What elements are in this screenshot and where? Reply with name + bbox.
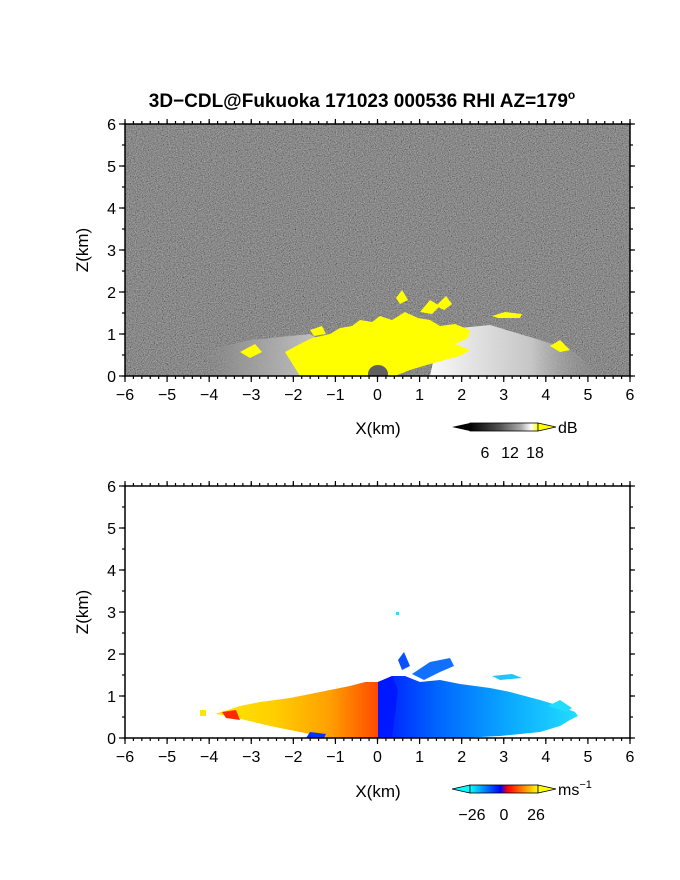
velocity-ytick-label: 0 — [107, 731, 116, 748]
velocity-ytick-label: 2 — [107, 647, 116, 664]
reflectivity-xlabel: X(km) — [355, 419, 400, 438]
echo-aloft-2 — [420, 300, 440, 314]
echo-aloft-3 — [436, 296, 452, 310]
reflectivity-xtick-label: 0 — [373, 387, 382, 404]
colorbar-tick-18: 18 — [526, 445, 544, 462]
reflectivity-xtick-label: −1 — [326, 387, 344, 404]
velocity-xlabel: X(km) — [355, 782, 400, 801]
velocity-unit-base: ms — [558, 782, 579, 799]
positive-velocity-blue-fringe — [306, 732, 326, 738]
colorbar-gradient — [469, 422, 539, 432]
colorbar-right-arrow — [537, 422, 557, 432]
positive-velocity-tail — [200, 710, 206, 716]
reflectivity-xtick-label: 3 — [499, 387, 508, 404]
velocity-xtick-label: 2 — [457, 749, 466, 766]
reflectivity-xtick-label: 4 — [541, 387, 550, 404]
reflectivity-ytick-label: 2 — [107, 285, 116, 302]
velocity-xtick-label: −6 — [116, 749, 134, 766]
velocity-xtick-label: 0 — [373, 749, 382, 766]
echo-aloft-5 — [550, 340, 570, 352]
reflectivity-ytick-label: 6 — [107, 117, 116, 134]
reflectivity-xtick-label: 6 — [626, 387, 635, 404]
strong-echo-patch — [240, 344, 262, 358]
positive-velocity-region — [215, 682, 378, 738]
colorbar-tick-12: 12 — [501, 445, 519, 462]
reflectivity-colorbar: dB 6 12 18 — [452, 420, 578, 462]
title-superscript: o — [568, 88, 575, 102]
reflectivity-ytick-label: 4 — [107, 201, 116, 218]
chart-title: 3D−CDL@Fukuoka 171023 000536 RHI AZ=179o — [149, 88, 576, 112]
negative-velocity-aloft-4 — [548, 700, 572, 712]
velocity-xtick-label: 1 — [415, 749, 424, 766]
negative-velocity-aloft-1 — [398, 652, 410, 670]
velocity-xtick-label: 6 — [626, 749, 635, 766]
reflectivity-xtick-label: 1 — [415, 387, 424, 404]
velocity-xtick-label: −4 — [200, 749, 218, 766]
colorbar-unit: dB — [558, 420, 578, 437]
echo-patch-mid — [310, 326, 326, 336]
strong-echo-core — [285, 312, 470, 376]
reflectivity-xtick-label: −2 — [284, 387, 302, 404]
velocity-colorbar-right-arrow — [537, 784, 557, 794]
velocity-xtick-label: 3 — [499, 749, 508, 766]
velocity-ytick-label: 1 — [107, 689, 116, 706]
weak-echo-right — [430, 325, 600, 376]
reflectivity-ytick-label: 5 — [107, 159, 116, 176]
velocity-panel: −6 −5 −4 −3 −2 −1 0 1 2 3 4 5 6 0 1 2 3 4 5 6 X(km) Z(km) m… — [73, 479, 635, 824]
velocity-colorbar: ms−1 −26 0 26 — [451, 779, 592, 824]
velocity-ytick-label: 3 — [107, 605, 116, 622]
velocity-xtick-label: −5 — [158, 749, 176, 766]
velocity-colorbar-gradient — [469, 784, 539, 794]
reflectivity-xtick-label: −5 — [158, 387, 176, 404]
velocity-xtick-label: −3 — [242, 749, 260, 766]
reflectivity-ticks: −6 −5 −4 −3 −2 −1 0 1 2 3 4 5 6 0 1 2 3 4 5 6 — [107, 117, 635, 404]
negative-velocity-speck — [396, 612, 399, 615]
reflectivity-xtick-label: −6 — [116, 387, 134, 404]
echo-aloft-4 — [492, 312, 522, 318]
velocity-ytick-label: 6 — [107, 479, 116, 496]
velocity-ytick-label: 4 — [107, 563, 116, 580]
reflectivity-xtick-label: 2 — [457, 387, 466, 404]
reflectivity-ylabel: Z(km) — [73, 228, 92, 272]
reflectivity-ytick-label: 1 — [107, 327, 116, 344]
title-text: 3D−CDL@Fukuoka 171023 000536 RHI AZ=179 — [149, 91, 568, 112]
reflectivity-xtick-label: −4 — [200, 387, 218, 404]
negative-velocity-aloft-3 — [492, 674, 522, 680]
velocity-unit-superscript: −1 — [579, 779, 592, 791]
negative-velocity-core — [378, 676, 398, 738]
velocity-xtick-label: 5 — [583, 749, 592, 766]
velocity-ticks: −6 −5 −4 −3 −2 −1 0 1 2 3 4 5 6 0 1 2 3 4 5 6 — [107, 479, 635, 766]
velocity-colorbar-tick-0: 0 — [500, 807, 509, 824]
echo-aloft-1 — [396, 290, 408, 304]
positive-velocity-red-edge — [222, 710, 240, 720]
colorbar-left-arrow — [452, 423, 470, 431]
reflectivity-ytick-label: 0 — [107, 369, 116, 386]
velocity-ylabel: Z(km) — [73, 590, 92, 634]
radar-site-blob — [368, 365, 388, 376]
velocity-colorbar-left-arrow — [451, 784, 471, 794]
velocity-ytick-label: 5 — [107, 521, 116, 538]
negative-velocity-aloft-2 — [412, 658, 454, 680]
velocity-colorbar-unit: ms−1 — [558, 779, 592, 799]
velocity-colorbar-tick-26: 26 — [527, 807, 545, 824]
velocity-xtick-label: 4 — [541, 749, 550, 766]
velocity-xtick-label: −1 — [326, 749, 344, 766]
reflectivity-ytick-label: 3 — [107, 243, 116, 260]
negative-velocity-region — [378, 676, 578, 738]
colorbar-tick-6: 6 — [481, 445, 490, 462]
reflectivity-xtick-label: −3 — [242, 387, 260, 404]
velocity-xtick-label: −2 — [284, 749, 302, 766]
velocity-colorbar-tick-neg26: −26 — [458, 807, 485, 824]
reflectivity-xtick-label: 5 — [583, 387, 592, 404]
